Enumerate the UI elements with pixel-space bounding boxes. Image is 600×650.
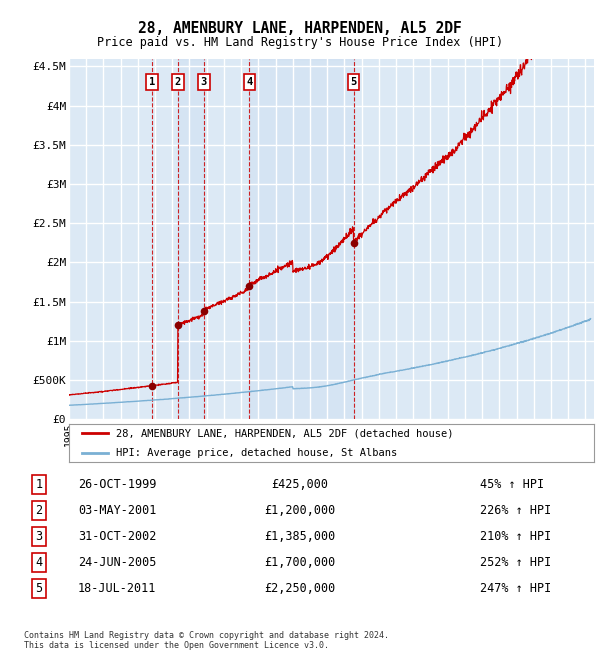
Text: 3: 3 xyxy=(200,77,207,87)
Bar xyxy=(250,58,354,419)
Text: 1: 1 xyxy=(35,478,43,491)
Text: 31-OCT-2002: 31-OCT-2002 xyxy=(78,530,157,543)
Text: 18-JUL-2011: 18-JUL-2011 xyxy=(78,582,157,595)
Text: 28, AMENBURY LANE, HARPENDEN, AL5 2DF (detached house): 28, AMENBURY LANE, HARPENDEN, AL5 2DF (d… xyxy=(116,428,454,438)
Text: This data is licensed under the Open Government Licence v3.0.: This data is licensed under the Open Gov… xyxy=(24,641,329,650)
Text: 03-MAY-2001: 03-MAY-2001 xyxy=(78,504,157,517)
Text: 4: 4 xyxy=(246,77,253,87)
Text: Contains HM Land Registry data © Crown copyright and database right 2024.: Contains HM Land Registry data © Crown c… xyxy=(24,630,389,640)
Text: Price paid vs. HM Land Registry's House Price Index (HPI): Price paid vs. HM Land Registry's House … xyxy=(97,36,503,49)
Text: 5: 5 xyxy=(35,582,43,595)
Text: £1,385,000: £1,385,000 xyxy=(265,530,335,543)
Text: 247% ↑ HPI: 247% ↑ HPI xyxy=(480,582,551,595)
Text: £2,250,000: £2,250,000 xyxy=(265,582,335,595)
Text: 252% ↑ HPI: 252% ↑ HPI xyxy=(480,556,551,569)
Text: 24-JUN-2005: 24-JUN-2005 xyxy=(78,556,157,569)
Bar xyxy=(178,58,204,419)
Text: 28, AMENBURY LANE, HARPENDEN, AL5 2DF: 28, AMENBURY LANE, HARPENDEN, AL5 2DF xyxy=(138,21,462,36)
Text: 1: 1 xyxy=(149,77,155,87)
Text: 2: 2 xyxy=(175,77,181,87)
Text: £1,700,000: £1,700,000 xyxy=(265,556,335,569)
Text: HPI: Average price, detached house, St Albans: HPI: Average price, detached house, St A… xyxy=(116,448,398,458)
Text: £425,000: £425,000 xyxy=(271,478,329,491)
Text: 2: 2 xyxy=(35,504,43,517)
Text: 3: 3 xyxy=(35,530,43,543)
Text: 210% ↑ HPI: 210% ↑ HPI xyxy=(480,530,551,543)
Text: 5: 5 xyxy=(350,77,357,87)
Text: £1,200,000: £1,200,000 xyxy=(265,504,335,517)
Text: 4: 4 xyxy=(35,556,43,569)
Text: 26-OCT-1999: 26-OCT-1999 xyxy=(78,478,157,491)
Text: 226% ↑ HPI: 226% ↑ HPI xyxy=(480,504,551,517)
Text: 45% ↑ HPI: 45% ↑ HPI xyxy=(480,478,544,491)
